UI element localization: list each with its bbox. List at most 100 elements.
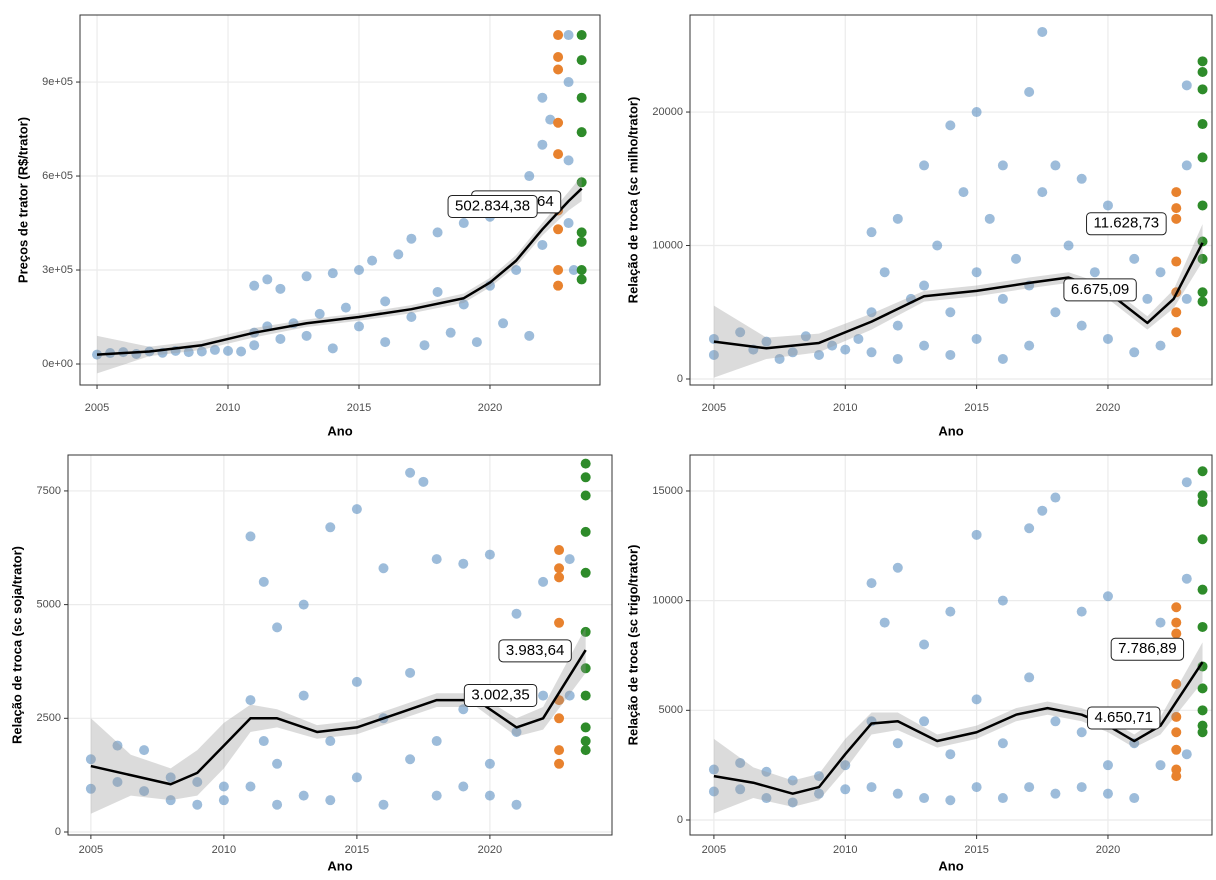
point [1197,727,1208,738]
point [419,340,430,351]
point [840,344,851,355]
y-tick-label: 9e+05 [42,76,73,88]
plot-area [68,455,612,835]
point [580,736,591,747]
point [1063,240,1074,251]
point [432,227,443,238]
point [997,293,1008,304]
x-tick-label: 2020 [1096,402,1120,414]
point [554,572,565,583]
point [576,236,587,247]
point [997,160,1008,171]
point [945,349,956,360]
plot-area [690,15,1212,385]
point [223,345,234,356]
point [405,467,416,478]
point [580,626,591,637]
annotation-box [447,194,538,218]
point [1129,793,1140,804]
point [1076,173,1087,184]
point [192,799,203,810]
point [272,758,283,769]
point [1181,749,1192,760]
point [1050,716,1061,727]
point [458,781,469,792]
point [866,307,877,318]
point [524,330,535,341]
point [245,695,256,706]
point [1197,56,1208,67]
confidence-band [713,642,1203,814]
point [537,139,548,150]
point [406,233,417,244]
annotation-label: 502.834,38 [455,197,530,214]
point [1197,152,1208,163]
point [511,726,522,737]
x-tick-label: 2020 [478,844,502,856]
point [1171,256,1182,267]
point [192,776,203,787]
smooth-line [713,661,1204,795]
point [580,722,591,733]
point [1076,320,1087,331]
point [1102,788,1113,799]
point [1197,683,1208,694]
point [378,799,389,810]
point [275,333,286,344]
point [1076,782,1087,793]
confidence-band [97,176,582,374]
point [1155,267,1166,278]
y-tick-label: 6e+05 [42,170,73,182]
point [1129,347,1140,358]
annotation-box [1110,637,1185,661]
point [1197,66,1208,77]
point [553,149,564,160]
point [879,267,890,278]
y-tick-label: 3e+05 [42,264,73,276]
point [245,531,256,542]
panel-border [689,14,1213,386]
point [1102,200,1113,211]
point [1171,679,1182,690]
point [1102,591,1113,602]
point [813,771,824,782]
point [580,458,591,469]
x-tick-label: 2010 [833,844,857,856]
x-tick-label: 2010 [212,844,236,856]
annotation-label: 7.786,89 [1118,640,1176,657]
y-tick-label: 0 [677,814,683,826]
point [1171,628,1182,639]
point [919,280,930,291]
point [761,793,772,804]
annotation-label: 3.983,64 [506,642,564,659]
point [1024,523,1035,534]
point [1155,760,1166,771]
point [1037,505,1048,516]
point [576,227,587,238]
point [1024,87,1035,98]
point [853,333,864,344]
point [568,265,579,276]
point [431,736,442,747]
point [1155,617,1166,628]
point [511,265,522,276]
point [393,249,404,260]
point [554,745,565,756]
point [800,331,811,342]
point [576,92,587,103]
point [945,795,956,806]
y-axis-title: Relação de troca (sc milho/trator) [625,97,640,304]
point [1037,26,1048,37]
point [813,349,824,360]
point [563,218,574,229]
x-tick-label: 2005 [79,844,103,856]
point [1011,253,1022,264]
point [139,745,150,756]
point [1024,340,1035,351]
point [262,274,273,285]
point [380,296,391,307]
point [1076,606,1087,617]
point [85,754,96,765]
point [458,558,469,569]
point [735,784,746,795]
